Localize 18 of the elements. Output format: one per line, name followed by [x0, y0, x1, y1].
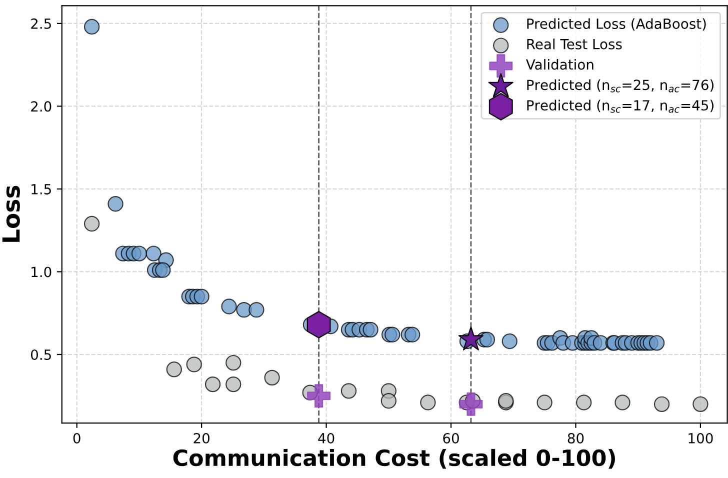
y-tick-label: 1.5 — [32, 184, 51, 194]
legend-label: Predicted Loss (AdaBoost) — [527, 18, 706, 31]
x-tick-label: 80 — [568, 432, 584, 444]
x-tick-label: 20 — [194, 432, 210, 444]
y-axis-title: Loss — [2, 186, 20, 242]
y-tick-label: 0.5 — [30, 349, 51, 360]
x-tick-label: 100 — [688, 432, 713, 444]
legend-label: Predicted (n$_{sc}$=25, n$_{ac}$=76) — [527, 79, 714, 92]
x-tick-label: 60 — [443, 432, 459, 444]
legend-label: Predicted (n$_{sc}$=17, n$_{ac}$=45) — [527, 100, 714, 113]
y-tick-label: 1.0 — [32, 266, 52, 278]
x-tick-label: 0 — [73, 432, 80, 444]
y-tick-label: 2.0 — [31, 101, 52, 112]
legend-label: Real Test Loss — [527, 38, 622, 50]
x-axis-title: Communication Cost (scaled 0-100) — [173, 448, 615, 469]
legend-label: Validation — [526, 59, 594, 70]
y-tick-label: 2.5 — [31, 18, 51, 29]
x-tick-label: 40 — [318, 432, 334, 444]
